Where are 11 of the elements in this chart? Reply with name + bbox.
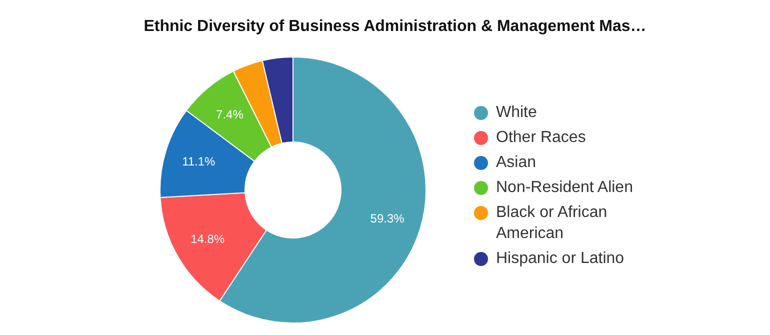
data-label: 14.8% <box>190 232 225 246</box>
legend-label: Black or African American <box>496 202 608 244</box>
data-label: 11.1% <box>182 154 216 169</box>
legend-label: Asian <box>496 152 536 172</box>
chart-title: Ethnic Diversity of Business Administration & Management Mas… <box>142 18 648 36</box>
legend-label: White <box>496 102 537 122</box>
data-label: 59.3% <box>370 211 405 226</box>
legend-label: Non-Resident Alien <box>496 178 633 198</box>
legend-label: Other Races <box>496 128 586 148</box>
data-label: 7.4% <box>216 108 244 122</box>
legend-label: Hispanic or Latino <box>496 248 624 268</box>
